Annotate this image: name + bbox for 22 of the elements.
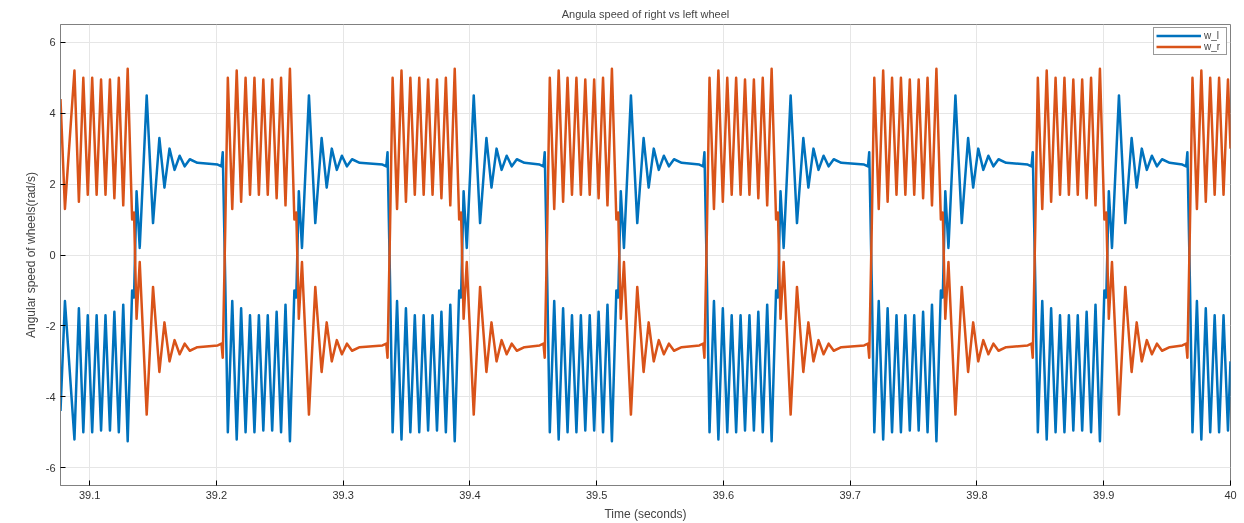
x-tick-label: 39.1 [78,488,101,501]
y-tick-label: 2 [49,178,56,191]
y-tick-label: -6 [45,461,56,474]
x-tick-label: 40 [1224,488,1237,501]
x-tick-label: 39.4 [459,488,481,501]
y-axis-title: Angular speed of wheels(rad/s) [23,171,38,339]
x-axis-title: Time (seconds) [604,506,687,521]
x-tick-label: 39.7 [839,488,861,501]
x-tick-label: 39.2 [205,488,228,501]
y-tick-label: 0 [49,249,56,261]
legend-label: w_r [1204,41,1222,52]
y-tick-label: 6 [49,36,56,49]
legend-label: w_l [1204,30,1220,41]
y-tick-label: -2 [45,319,56,332]
y-tick-label: 4 [49,107,56,120]
x-tick-label: 39.6 [712,488,735,501]
x-tick-label: 39.9 [1093,488,1115,501]
chart-title: Angula speed of right vs left wheel [561,7,730,20]
x-tick-label: 39.3 [332,488,354,501]
x-tick-label: 39.5 [585,488,608,501]
x-tick-label: 39.8 [966,488,988,501]
y-tick-label: -4 [45,390,56,403]
